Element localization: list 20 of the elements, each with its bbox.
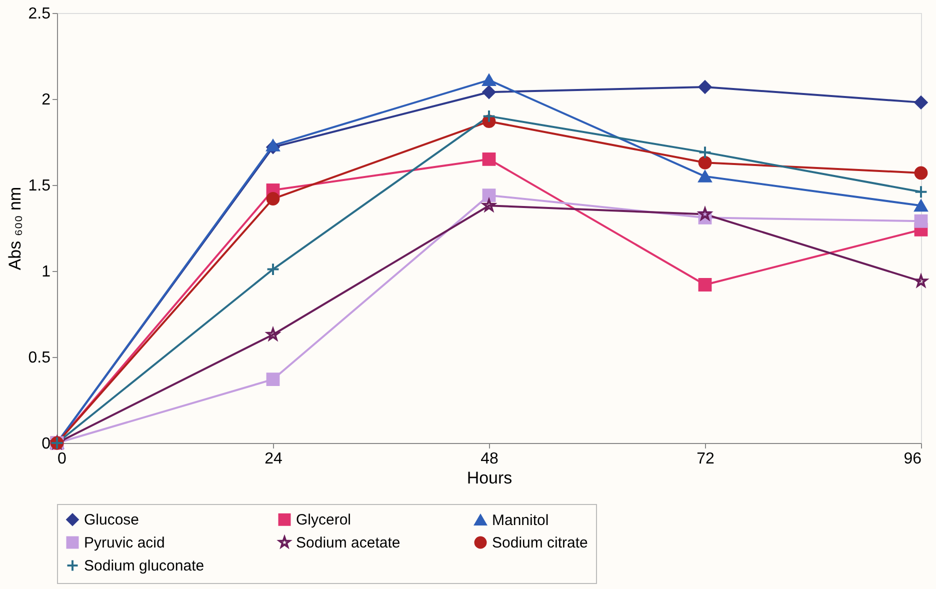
legend-label: Glucose xyxy=(84,512,140,529)
x-axis-title: Hours xyxy=(466,468,512,488)
legend-label: Sodium citrate xyxy=(492,534,588,552)
y-axis-title: Abs ₆₀₀ nm xyxy=(5,186,24,270)
y-tick-label: 1 xyxy=(42,264,51,280)
y-tick-label: 2.5 xyxy=(28,6,51,22)
x-tick-label: 24 xyxy=(264,450,282,468)
legend-label: Glycerol xyxy=(296,512,352,529)
y-tick-label: 1.5 xyxy=(28,178,51,194)
x-tick-label: 72 xyxy=(696,450,714,468)
x-tick-label: 0 xyxy=(58,450,66,468)
x-tick-label: 48 xyxy=(480,450,498,468)
legend-label: Mannitol xyxy=(492,512,549,529)
y-tick-label: 0 xyxy=(42,436,51,452)
y-tick-label: 2 xyxy=(42,92,51,108)
x-tick-label: 96 xyxy=(904,450,922,468)
legend-label: Sodium gluconate xyxy=(84,558,204,574)
legend-label: Sodium acetate xyxy=(296,534,400,552)
legend-label: Pyruvic acid xyxy=(84,534,165,552)
y-tick-label: 0.5 xyxy=(28,350,51,366)
